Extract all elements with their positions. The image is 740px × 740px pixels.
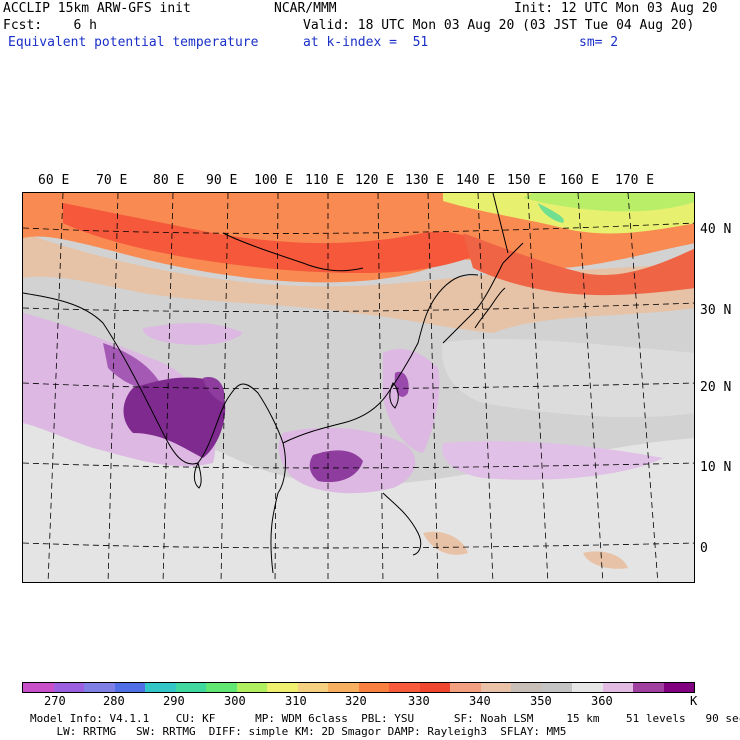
colorbar-swatch (297, 683, 328, 692)
model-title: ACCLIP 15km ARW-GFS init (3, 1, 191, 16)
forecast-hour: Fcst: 6 h (3, 18, 97, 33)
coastlines (23, 193, 524, 574)
colorbar-swatch (206, 683, 237, 692)
init-time: Init: 12 UTC Mon 03 Aug 20 (514, 1, 718, 16)
colorbar-swatch (389, 683, 420, 692)
colorbar-swatch (175, 683, 206, 692)
colorbar-swatch (53, 683, 84, 692)
lat-label: 0 (700, 541, 708, 556)
lon-label: 160 E (560, 173, 600, 188)
lon-label: 120 E (355, 173, 395, 188)
lon-label: 90 E (206, 173, 238, 188)
lon-label: 170 E (615, 173, 655, 188)
colorbar-tick: 290 (163, 694, 185, 708)
colorbar-tick: 360 (591, 694, 613, 708)
lon-label: 60 E (38, 173, 70, 188)
colorbar-unit: K (690, 694, 698, 708)
lon-label: 70 E (96, 173, 128, 188)
purple-bay-of-bengal (123, 377, 226, 458)
colorbar-swatch (358, 683, 389, 692)
graticule (23, 193, 694, 582)
red-core (63, 203, 493, 273)
colorbar-swatch (419, 683, 450, 692)
colorbar-swatch (23, 683, 54, 692)
colorbar-tick: 330 (408, 694, 430, 708)
field-name: Equivalent potential temperature (8, 35, 259, 50)
model-info-line2: LW: RRTMG SW: RRTMG DIFF: simple KM: 2D … (30, 725, 567, 738)
colorbar-tick: 280 (103, 694, 125, 708)
colorbar-swatch (663, 683, 694, 692)
valid-time: Valid: 18 UTC Mon 03 Aug 20 (03 JST Tue … (303, 18, 695, 33)
lon-label: 110 E (305, 173, 345, 188)
colorbar-swatch (511, 683, 542, 692)
colorbar-tick: 310 (285, 694, 307, 708)
colorbar-swatch (267, 683, 298, 692)
colorbar-tick: 350 (530, 694, 552, 708)
colorbar-swatch (450, 683, 481, 692)
institution-label: NCAR/MMM (274, 1, 337, 16)
model-info-line1: Model Info: V4.1.1 CU: KF MP: WDM 6class… (30, 712, 740, 725)
colorbar-swatch (633, 683, 664, 692)
colorbar-swatch (480, 683, 511, 692)
colorbar-swatch (572, 683, 603, 692)
lon-label: 80 E (153, 173, 185, 188)
lon-label: 100 E (254, 173, 294, 188)
colorbar-tick: 340 (469, 694, 491, 708)
theta-e-map (22, 192, 695, 583)
colorbar-tick: 300 (224, 694, 246, 708)
purple-south-china-sea (309, 450, 363, 483)
colorbar-swatch (602, 683, 633, 692)
colorbar-swatch (236, 683, 267, 692)
colorbar-swatch (84, 683, 115, 692)
colorbar (22, 682, 695, 693)
lat-label: 20 N (700, 380, 732, 395)
colorbar-swatch (328, 683, 359, 692)
lon-label: 130 E (405, 173, 445, 188)
colorbar-tick: 270 (44, 694, 66, 708)
colorbar-swatch (114, 683, 145, 692)
lon-label: 140 E (456, 173, 496, 188)
colorbar-swatch (145, 683, 176, 692)
lon-label: 150 E (507, 173, 547, 188)
model-level: at k-index = 51 (303, 35, 429, 50)
lat-label: 30 N (700, 303, 732, 318)
colorbar-swatch (541, 683, 572, 692)
colorbar-tick: 320 (345, 694, 367, 708)
smoothing-label: sm= 2 (579, 35, 619, 50)
lat-label: 10 N (700, 460, 732, 475)
lat-label: 40 N (700, 222, 732, 237)
